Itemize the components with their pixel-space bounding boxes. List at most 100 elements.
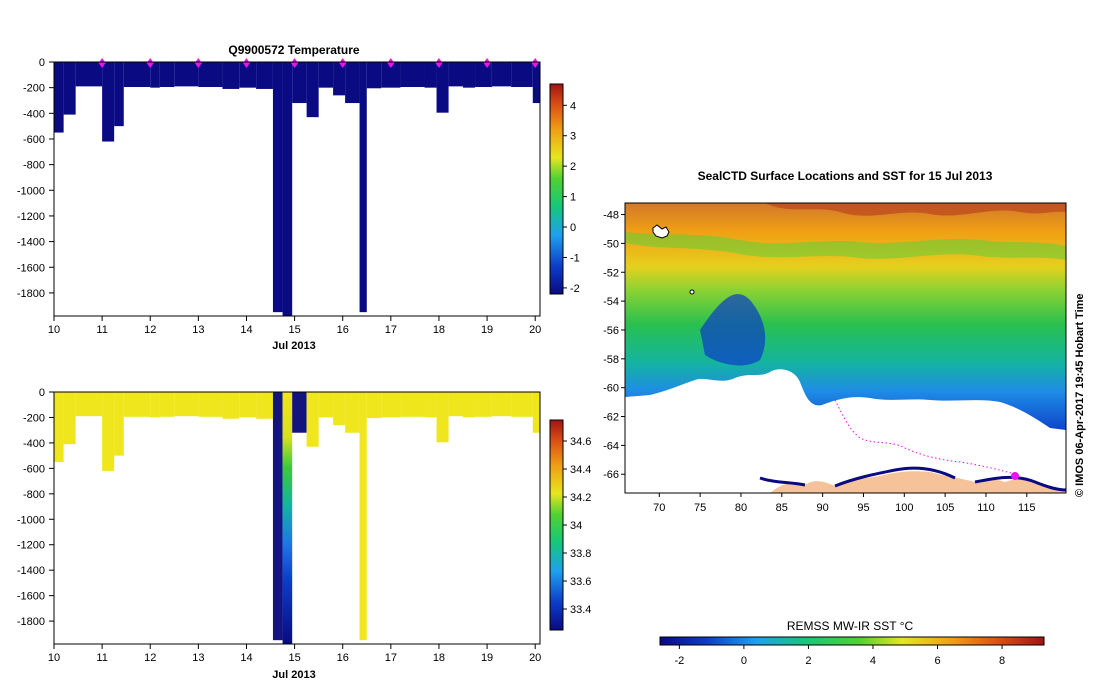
- surface-marker-4: [291, 58, 299, 68]
- colorbar-tick-label-2: 34.2: [570, 492, 591, 504]
- sst-map-lon-ticks: 70 75 80 85 90 95 100 105 110 115: [653, 493, 1036, 514]
- lat-tick-label-0: -48: [603, 210, 619, 222]
- sst-colorbar-tick-label-5: 8: [999, 655, 1005, 667]
- x-tick-label-9: 19: [481, 324, 493, 336]
- profile-bar-17: [318, 392, 334, 418]
- sea-ice-mask: [625, 369, 1066, 493]
- salinity-plot-frame: [53, 391, 541, 645]
- surface-marker-9: [531, 58, 539, 68]
- profile-bar-25: [436, 62, 449, 113]
- sst-map-title: SealCTD Surface Locations and SST for 15…: [698, 169, 993, 183]
- y-tick-label-7: -1400: [17, 237, 45, 249]
- surface-marker-1: [146, 58, 154, 68]
- profile-bar-29: [491, 392, 512, 417]
- lat-tick-label-6: -60: [603, 383, 619, 395]
- salinity-colorbar: [549, 419, 564, 631]
- profile-bar-20: [359, 62, 367, 313]
- y-tick-label-5: -1000: [17, 514, 45, 526]
- profile-bar-17: [318, 62, 334, 88]
- lat-tick-label-5: -58: [603, 354, 619, 366]
- salinity-y-ticks: 0 -200 -400 -600 -800 -1000 -1200 -1400 -1600 -18…: [17, 387, 54, 628]
- salinity-profile-bars: [54, 392, 540, 644]
- colorbar-tick-label-1: 3: [570, 131, 576, 143]
- sst-colorbar-tick-label-0: -2: [674, 655, 684, 667]
- y-tick-label-9: -1800: [17, 616, 45, 628]
- y-tick-label-2: -400: [23, 438, 45, 450]
- colorbar-tick-label-0: 4: [570, 100, 576, 112]
- lon-tick-label-9: 115: [1018, 502, 1036, 514]
- x-tick-label-10: 20: [529, 324, 541, 336]
- profile-bar-29: [491, 62, 512, 87]
- lon-tick-label-4: 90: [817, 502, 829, 514]
- lon-tick-label-6: 100: [895, 502, 913, 514]
- heard-island: [689, 289, 695, 295]
- y-tick-label-7: -1400: [17, 565, 45, 577]
- profile-bar-13: [272, 392, 283, 641]
- temperature-section-panel: Q9900572 Temperature 10 11 12 13 14 15 16 17 18 1…: [17, 43, 580, 352]
- profile-bar-8: [174, 62, 199, 87]
- sst-front: [625, 232, 1066, 260]
- colorbar-tick-label-3: 1: [570, 192, 576, 204]
- antarctic-land: [770, 471, 1066, 493]
- colorbar-tick-label-3: 34: [570, 520, 582, 532]
- profile-bar-5: [123, 392, 151, 417]
- colorbar-tick-label-0: 34.6: [570, 436, 591, 448]
- profile-bar-31: [532, 62, 540, 104]
- y-tick-label-1: -200: [23, 83, 45, 95]
- colorbar-tick-label-5: -1: [570, 252, 580, 264]
- profile-bar-22: [381, 62, 401, 88]
- profile-bar-19: [345, 392, 360, 433]
- x-tick-label-6: 16: [337, 652, 349, 664]
- y-tick-label-1: -200: [23, 412, 45, 424]
- temperature-colorbar-ticks: 4 3 2 1 0 -1 -2: [563, 100, 580, 295]
- lat-tick-label-3: -54: [603, 296, 619, 308]
- colorbar-tick-label-5: 33.6: [570, 576, 591, 588]
- sst-colorbar: [659, 636, 1045, 646]
- profile-bar-30: [511, 392, 533, 417]
- y-tick-label-9: -1800: [17, 288, 45, 300]
- sst-colorbar-tick-label-1: 0: [741, 655, 747, 667]
- surface-marker-6: [387, 58, 395, 68]
- sst-map-field: [625, 203, 1066, 493]
- profile-bar-12: [256, 62, 273, 89]
- lon-tick-label-3: 85: [776, 502, 788, 514]
- x-tick-label-5: 15: [288, 652, 300, 664]
- y-tick-label-2: -400: [23, 108, 45, 120]
- lon-tick-label-1: 75: [694, 502, 706, 514]
- lon-tick-label-8: 110: [977, 502, 995, 514]
- x-tick-label-1: 11: [96, 324, 107, 336]
- profile-bar-3: [102, 392, 115, 471]
- x-tick-label-3: 13: [192, 324, 204, 336]
- profile-bar-4: [114, 392, 124, 456]
- profile-bar-19: [345, 62, 360, 104]
- y-tick-label-3: -600: [23, 134, 45, 146]
- x-tick-label-10: 20: [529, 652, 541, 664]
- sst-map-frame: [624, 202, 1067, 494]
- profile-bar-6: [150, 62, 160, 88]
- y-tick-label-0: 0: [39, 57, 45, 69]
- x-tick-label-4: 14: [240, 324, 252, 336]
- profile-bar-2: [75, 392, 103, 417]
- lat-tick-label-4: -56: [603, 325, 619, 337]
- profile-bar-7: [159, 62, 175, 88]
- lat-tick-label-1: -50: [603, 238, 619, 250]
- surface-marker-7: [435, 58, 443, 68]
- x-tick-label-0: 10: [48, 324, 60, 336]
- y-tick-label-6: -1200: [17, 540, 45, 552]
- colorbar-tick-label-2: 2: [570, 161, 576, 173]
- x-tick-label-0: 10: [48, 652, 60, 664]
- profile-bar-11: [239, 62, 257, 88]
- sst-colorbar-ticks: -2 0 2 4 6 8: [674, 645, 1005, 667]
- colorbar-tick-label-4: 33.8: [570, 548, 591, 560]
- sst-warm-patch: [765, 203, 1066, 216]
- profile-bar-24: [424, 62, 437, 88]
- sst-colorbar-label: REMSS MW-IR SST °C: [787, 619, 914, 633]
- y-tick-label-3: -600: [23, 463, 45, 475]
- x-tick-label-3: 13: [192, 652, 204, 664]
- lat-tick-label-8: -64: [603, 440, 619, 452]
- surface-marker-5: [339, 58, 347, 68]
- profile-bar-7: [159, 392, 175, 417]
- profile-bar-16: [306, 62, 319, 118]
- x-tick-label-8: 18: [433, 324, 445, 336]
- x-tick-label-5: 15: [288, 324, 300, 336]
